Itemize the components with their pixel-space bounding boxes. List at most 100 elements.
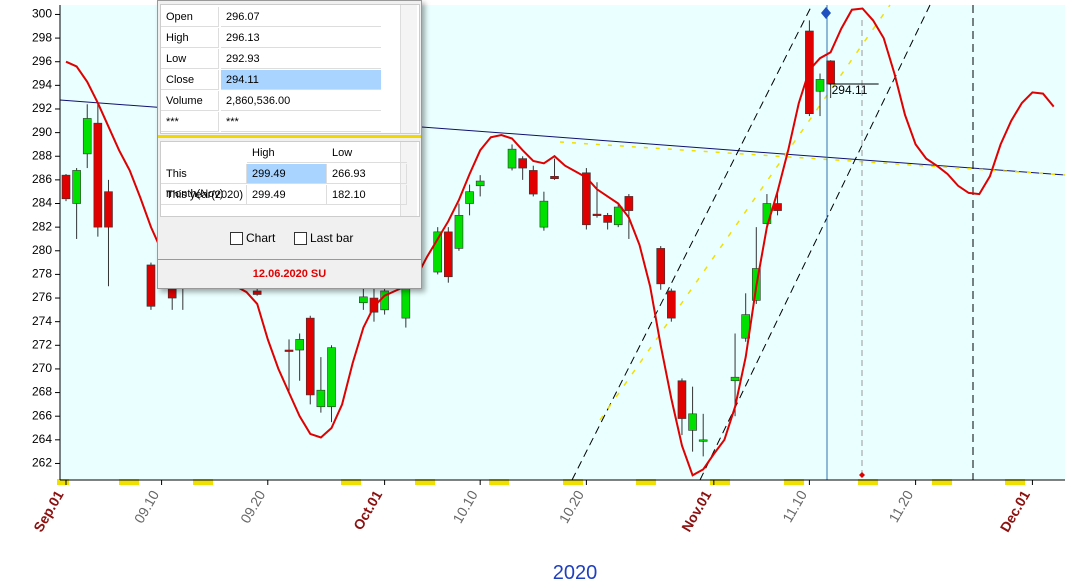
row-value: 296.13 <box>221 28 381 48</box>
weekend-markers <box>57 479 1025 485</box>
trend-lines <box>59 4 1066 481</box>
row-label: Volume <box>161 91 219 111</box>
y-tick-label: 284 <box>32 196 52 210</box>
candle-body <box>507 148 517 169</box>
candle-body <box>582 172 591 226</box>
y-tick-label: 292 <box>32 101 52 115</box>
range-table: High Low This month(Nov) 299.49 266.93 This y… <box>160 141 420 217</box>
y-tick-label: 274 <box>32 314 52 328</box>
row-label: High <box>161 28 219 48</box>
x-tick-label: 09.10 <box>131 487 162 526</box>
range-value: 299.49 <box>247 164 327 184</box>
candle-body <box>677 380 687 419</box>
divider <box>158 135 421 138</box>
y-tick-label: 268 <box>32 385 52 399</box>
last-price-label: 294.11 <box>832 83 868 97</box>
y-tick-label: 262 <box>32 456 52 470</box>
candle-body <box>433 231 443 273</box>
column-header: High <box>247 143 327 163</box>
scrollbar[interactable] <box>400 142 417 216</box>
candle-body <box>624 196 634 211</box>
candle-body <box>295 339 304 351</box>
candle-body <box>284 349 294 352</box>
candle-body <box>730 376 740 382</box>
range-label: This month(Nov) <box>161 164 247 200</box>
x-tick-label: 11.20 <box>885 487 916 525</box>
row-label: *** <box>161 112 219 132</box>
x-tick-label: Oct.01 <box>350 487 385 532</box>
candle-body <box>465 191 474 204</box>
y-tick-label: 270 <box>32 361 52 375</box>
row-value: 292.93 <box>221 49 381 69</box>
y-tick-label: 296 <box>32 54 52 68</box>
ohlc-table: Open 296.07 High 296.13 Low 292.93 Close 294.11… <box>160 4 420 134</box>
candle-body <box>539 200 549 228</box>
candle-body <box>305 317 315 396</box>
y-tick-label: 298 <box>32 30 52 44</box>
x-tick-label: Dec.01 <box>997 487 1034 534</box>
checkbox-last-bar[interactable]: Last bar <box>294 231 353 245</box>
candle-body <box>698 439 708 442</box>
candle-body <box>316 389 326 408</box>
checkbox-chart[interactable]: Chart <box>230 231 275 245</box>
candle-body <box>528 170 538 195</box>
column-header: Low <box>327 143 407 163</box>
candle-body <box>826 60 835 85</box>
y-tick-label: 272 <box>32 337 52 351</box>
range-label: This year(2020) <box>161 185 247 205</box>
row-label: Low <box>161 49 219 69</box>
candle-body <box>61 174 71 200</box>
range-value: 182.10 <box>327 185 407 205</box>
x-tick-label: 10.10 <box>449 487 480 526</box>
candle-body <box>359 296 368 304</box>
candle-body <box>603 215 612 223</box>
panel-footer: 12.06.2020 SU <box>158 259 421 288</box>
x-tick-label: Sep.01 <box>30 487 67 534</box>
x-tick-label: 10.20 <box>556 487 587 526</box>
x-tick-label: 09.20 <box>237 487 268 526</box>
candle-body <box>454 215 464 249</box>
y-tick-label: 294 <box>32 78 52 92</box>
candle-body <box>252 290 262 295</box>
row-label: Open <box>161 7 219 27</box>
candle-body <box>104 191 113 228</box>
range-value: 266.93 <box>327 164 407 184</box>
candle-body <box>550 176 559 179</box>
checkbox-label: Chart <box>246 231 276 245</box>
candle-body <box>72 170 81 204</box>
y-tick-label: 286 <box>32 172 52 186</box>
candle-body <box>93 122 103 228</box>
y-tick-label: 282 <box>32 219 52 233</box>
y-tick-label: 266 <box>32 408 52 422</box>
y-tick-label: 264 <box>32 432 52 446</box>
checkbox-label: Last bar <box>310 231 354 245</box>
y-tick-label: 300 <box>32 7 52 21</box>
candle-body <box>773 203 782 211</box>
x-tick-label: Nov.01 <box>678 487 714 534</box>
info-panel: Open 296.07 High 296.13 Low 292.93 Close 294.11… <box>157 0 422 289</box>
candle-body <box>444 231 453 278</box>
row-value: 2,860,536.00 <box>221 91 381 111</box>
candle-body <box>592 213 602 216</box>
scrollbar[interactable] <box>400 5 417 133</box>
candle-body <box>475 180 485 187</box>
candle-body <box>82 118 92 155</box>
candle-body <box>518 158 527 169</box>
y-tick-label: 280 <box>32 243 52 257</box>
y-tick-label: 278 <box>32 267 52 281</box>
x-axis-label: 2020 <box>553 562 598 583</box>
range-value: 299.49 <box>247 185 327 205</box>
row-value: 296.07 <box>221 7 381 27</box>
row-label: Close <box>161 70 219 90</box>
candle-body <box>656 248 666 285</box>
y-tick-label: 276 <box>32 290 52 304</box>
y-tick-label: 290 <box>32 125 52 139</box>
x-tick-label: 11.10 <box>779 487 810 525</box>
candle-body <box>613 206 623 226</box>
y-tick-label: 288 <box>32 148 52 162</box>
candle-body <box>327 347 336 408</box>
row-value: *** <box>221 112 381 132</box>
candle-body <box>146 264 156 307</box>
candle-body <box>815 79 825 92</box>
